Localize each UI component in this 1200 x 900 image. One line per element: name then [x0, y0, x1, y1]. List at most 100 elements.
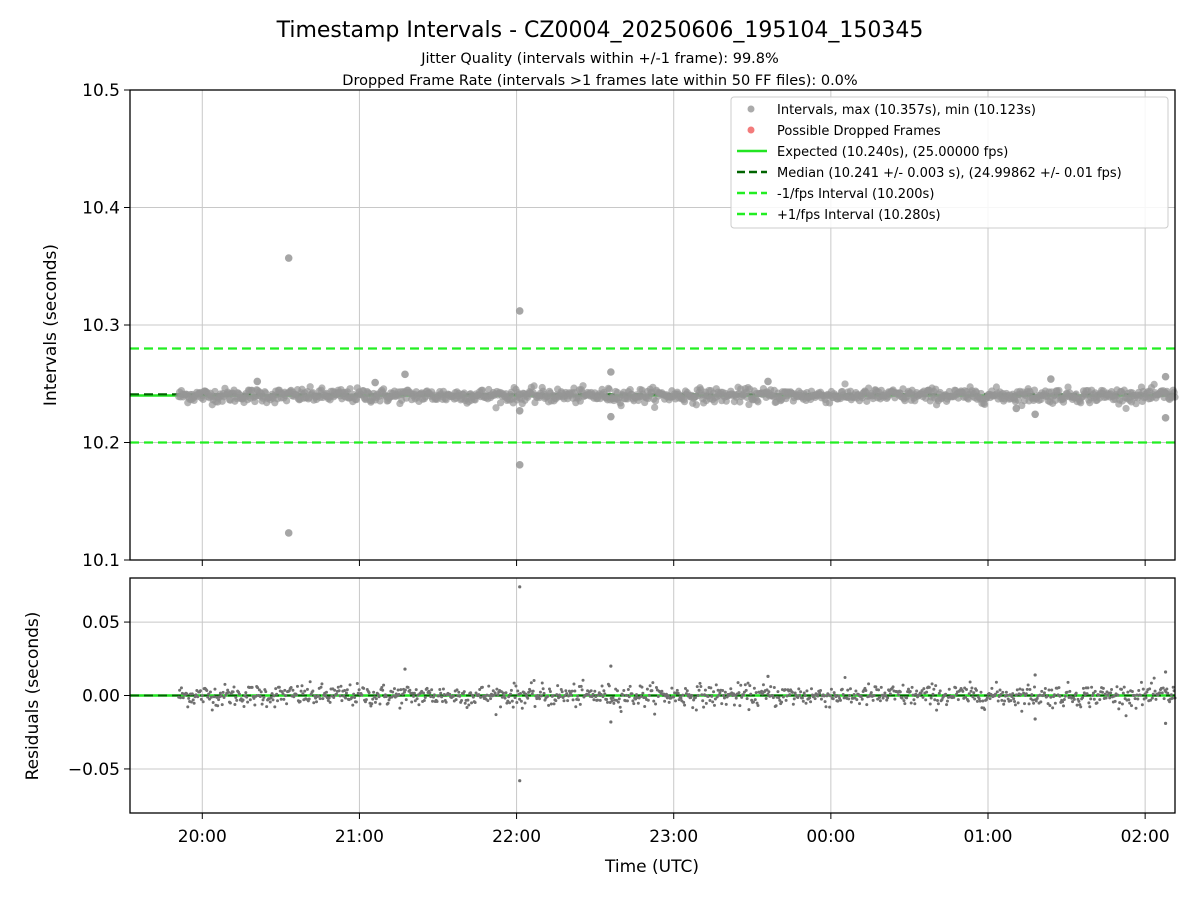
residual-point-1005 [1088, 705, 1092, 709]
residual-outlier-9 [766, 674, 770, 679]
residual-point-327 [473, 701, 477, 705]
residual-point-972 [1058, 694, 1062, 698]
residual-point-782 [886, 696, 890, 700]
residual-point-495 [625, 699, 629, 703]
residual-point-895 [988, 697, 992, 701]
residual-point-74 [244, 691, 248, 695]
residual-point-183 [343, 688, 347, 692]
residual-point-1022 [1103, 692, 1107, 696]
interval-point-196 [352, 396, 360, 404]
residual-point-1 [178, 688, 182, 692]
residual-point-876 [971, 695, 975, 699]
interval-point-446 [579, 382, 587, 390]
residual-point-478 [610, 699, 614, 703]
residual-point-488 [619, 709, 623, 713]
residual-point-194 [353, 695, 357, 699]
residual-point-202 [360, 693, 364, 697]
residual-point-165 [326, 698, 330, 702]
residual-point-833 [932, 687, 936, 691]
residual-point-157 [319, 685, 323, 689]
residual-point-351 [495, 687, 499, 691]
residual-point-735 [843, 675, 847, 679]
residual-point-109 [276, 699, 280, 703]
residual-point-961 [1048, 703, 1052, 707]
residual-point-593 [714, 683, 718, 687]
residual-point-85 [254, 694, 258, 698]
residual-point-1063 [1140, 703, 1144, 707]
residual-point-285 [435, 700, 439, 704]
residual-point-846 [944, 692, 948, 696]
legend-label-intervals: Intervals, max (10.357s), min (10.123s) [777, 103, 1036, 118]
residual-point-54 [226, 688, 230, 692]
residual-point-730 [838, 698, 842, 702]
residual-point-270 [421, 691, 425, 695]
residual-point-983 [1068, 689, 1072, 693]
residual-point-696 [808, 696, 812, 700]
residual-point-403 [542, 691, 546, 695]
residual-point-92 [260, 702, 264, 706]
residual-point-1090 [1165, 687, 1169, 691]
residual-point-932 [1022, 691, 1026, 695]
residual-point-131 [295, 684, 299, 688]
residual-point-46 [218, 691, 222, 695]
residual-point-479 [611, 696, 615, 700]
interval-point-571 [692, 401, 700, 409]
residual-point-837 [935, 698, 939, 702]
residual-point-653 [769, 685, 773, 689]
residual-point-577 [700, 693, 704, 697]
residual-point-1091 [1166, 691, 1170, 695]
residual-point-458 [592, 698, 596, 702]
residual-point-967 [1053, 701, 1057, 705]
x-tick-label-4: 00:00 [806, 827, 855, 847]
residual-point-780 [884, 694, 888, 698]
residual-point-79 [248, 698, 252, 702]
residual-point-1002 [1085, 692, 1089, 696]
residual-point-172 [333, 688, 337, 692]
residual-point-142 [305, 687, 309, 691]
residual-point-210 [367, 691, 371, 695]
residual-point-596 [717, 693, 721, 697]
residual-point-225 [381, 688, 385, 692]
interval-point-189 [346, 385, 354, 393]
residual-point-299 [448, 692, 452, 696]
residual-point-272 [423, 696, 427, 700]
residual-point-667 [781, 695, 785, 699]
residual-point-907 [999, 693, 1003, 697]
residual-point-50 [222, 696, 226, 700]
residual-point-459 [593, 689, 597, 693]
residual-point-127 [292, 695, 296, 699]
interval-point-735 [841, 380, 849, 388]
residual-point-919 [1010, 694, 1014, 698]
residual-point-505 [635, 693, 639, 697]
residual-point-884 [978, 699, 982, 703]
y-tick-label-0: 10.1 [82, 551, 120, 571]
residual-point-636 [753, 698, 757, 702]
residual-point-510 [639, 695, 643, 699]
residual-point-546 [672, 695, 676, 699]
residual-point-551 [676, 691, 680, 695]
residual-point-822 [922, 687, 926, 691]
residual-point-812 [913, 702, 917, 706]
interval-point-315 [460, 389, 468, 397]
residual-point-952 [1040, 689, 1044, 693]
residual-point-83 [252, 696, 256, 700]
x-axis-label: Time (UTC) [604, 857, 699, 877]
residual-point-199 [357, 688, 361, 692]
residual-point-434 [570, 689, 574, 693]
residual-point-594 [715, 695, 719, 699]
residual-point-60 [231, 690, 235, 694]
residual-point-469 [602, 689, 606, 693]
residual-point-1008 [1091, 694, 1095, 698]
residual-point-688 [800, 696, 804, 700]
legend-label-plus: +1/fps Interval (10.280s) [777, 208, 941, 223]
residual-point-1043 [1122, 685, 1126, 689]
residual-point-1038 [1118, 701, 1122, 705]
residual-point-698 [809, 687, 813, 691]
residual-point-1045 [1124, 714, 1128, 718]
residual-point-858 [955, 692, 959, 696]
residual-point-176 [336, 685, 340, 689]
residual-point-1056 [1134, 706, 1138, 710]
residual-point-186 [345, 688, 349, 692]
residual-point-217 [373, 700, 377, 704]
residual-point-680 [793, 691, 797, 695]
